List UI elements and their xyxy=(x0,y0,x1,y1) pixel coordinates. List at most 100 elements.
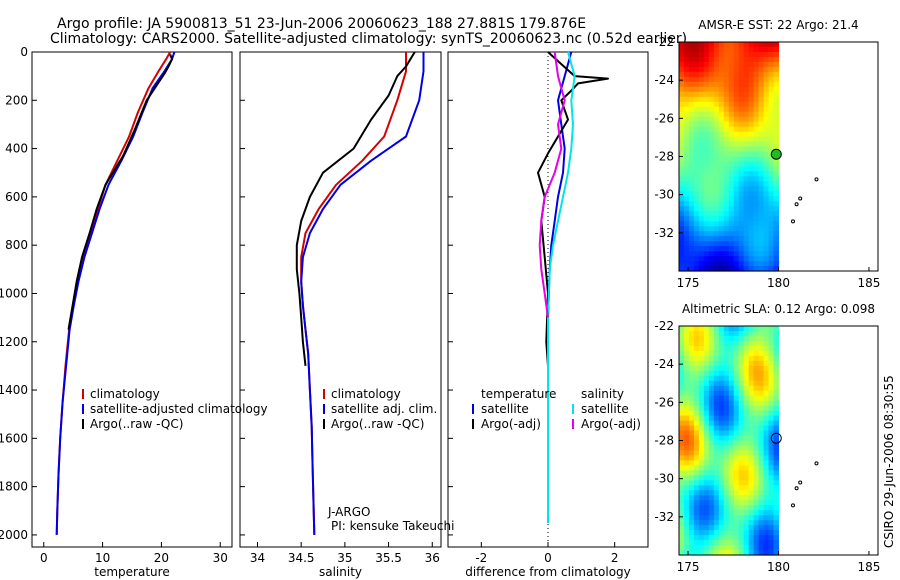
field-cell xyxy=(688,550,695,556)
field-cell xyxy=(723,420,730,427)
field-cell xyxy=(768,525,775,531)
field-cell xyxy=(733,166,740,173)
field-cell xyxy=(743,101,750,108)
field-cell xyxy=(758,111,765,118)
field-cell xyxy=(713,46,720,53)
field-cell xyxy=(693,335,700,342)
plot-frame xyxy=(239,51,442,548)
field-cell xyxy=(738,450,745,457)
field-cell xyxy=(768,201,775,207)
field-cell xyxy=(753,216,760,222)
field-cell xyxy=(723,161,730,168)
field-cell xyxy=(758,156,765,163)
field-cell xyxy=(708,171,715,178)
field-cell xyxy=(688,355,695,362)
field-cell xyxy=(693,350,700,357)
field-cell xyxy=(728,146,735,153)
field-cell xyxy=(713,196,720,202)
field-cell xyxy=(688,166,695,173)
field-cell xyxy=(733,151,740,158)
field-cell xyxy=(763,96,770,103)
field-cell xyxy=(708,340,715,347)
field-cell xyxy=(743,515,750,521)
field-cell xyxy=(693,340,700,347)
field-cell xyxy=(679,231,685,237)
field-cell xyxy=(718,226,725,232)
field-cell xyxy=(753,535,760,541)
field-cell xyxy=(708,380,715,387)
field-cell xyxy=(743,435,750,442)
field-cell xyxy=(743,66,750,73)
field-cell xyxy=(703,91,710,98)
field-cell xyxy=(683,96,690,103)
field-cell xyxy=(679,266,685,272)
field-cell xyxy=(708,525,715,531)
field-cell xyxy=(708,365,715,372)
field-cell xyxy=(753,241,760,247)
field-cell xyxy=(683,171,690,178)
field-cell xyxy=(679,435,685,442)
field-cell xyxy=(773,330,780,337)
field-cell xyxy=(743,475,750,481)
field-cell xyxy=(748,535,755,541)
field-cell xyxy=(773,106,780,113)
field-cell xyxy=(773,345,780,352)
field-cell xyxy=(743,465,750,471)
field-cell xyxy=(748,395,755,402)
field-cell xyxy=(773,460,780,466)
field-cell xyxy=(728,455,735,462)
field-cell xyxy=(693,136,700,143)
field-cell xyxy=(743,326,750,332)
field-cell xyxy=(693,96,700,103)
field-cell xyxy=(758,415,765,422)
field-cell xyxy=(738,505,745,511)
field-cell xyxy=(768,71,775,78)
field-cell xyxy=(733,395,740,402)
field-cell xyxy=(763,161,770,168)
field-cell xyxy=(743,196,750,202)
field-cell xyxy=(728,380,735,387)
field-cell xyxy=(733,56,740,63)
field-cell xyxy=(708,141,715,148)
field-cell xyxy=(723,485,730,491)
field-cell xyxy=(679,61,685,68)
field-cell xyxy=(688,266,695,272)
field-cell xyxy=(698,395,705,402)
field-cell xyxy=(723,201,730,207)
field-cell xyxy=(748,350,755,357)
field-cell xyxy=(773,370,780,377)
field-cell xyxy=(713,430,720,437)
field-cell xyxy=(693,435,700,442)
field-cell xyxy=(743,330,750,337)
field-cell xyxy=(763,440,770,447)
field-cell xyxy=(728,535,735,541)
field-cell xyxy=(693,196,700,202)
field-cell xyxy=(693,545,700,551)
field-cell xyxy=(679,176,685,182)
field-cell xyxy=(703,326,710,332)
field-cell xyxy=(763,375,770,382)
field-cell xyxy=(679,136,685,143)
field-cell xyxy=(753,365,760,372)
field-cell xyxy=(703,540,710,546)
field-cell xyxy=(758,360,765,367)
field-cell xyxy=(698,455,705,462)
field-cell xyxy=(718,455,725,462)
field-cell xyxy=(688,236,695,242)
field-cell xyxy=(763,420,770,427)
field-cell xyxy=(773,211,780,217)
field-cell xyxy=(693,261,700,267)
y-tick-label: -28 xyxy=(654,434,674,448)
field-cell xyxy=(768,176,775,182)
field-cell xyxy=(688,181,695,187)
field-cell xyxy=(733,266,740,272)
field-cell xyxy=(748,151,755,158)
field-cell xyxy=(683,61,690,68)
field-cell xyxy=(683,221,690,227)
field-cell xyxy=(733,191,740,197)
field-cell xyxy=(693,525,700,531)
field-cell xyxy=(718,360,725,367)
field-cell xyxy=(738,101,745,108)
temperature-panel: 0 10 20 30020040060080010001200140016001800… xyxy=(0,45,268,579)
field-cell xyxy=(738,375,745,382)
